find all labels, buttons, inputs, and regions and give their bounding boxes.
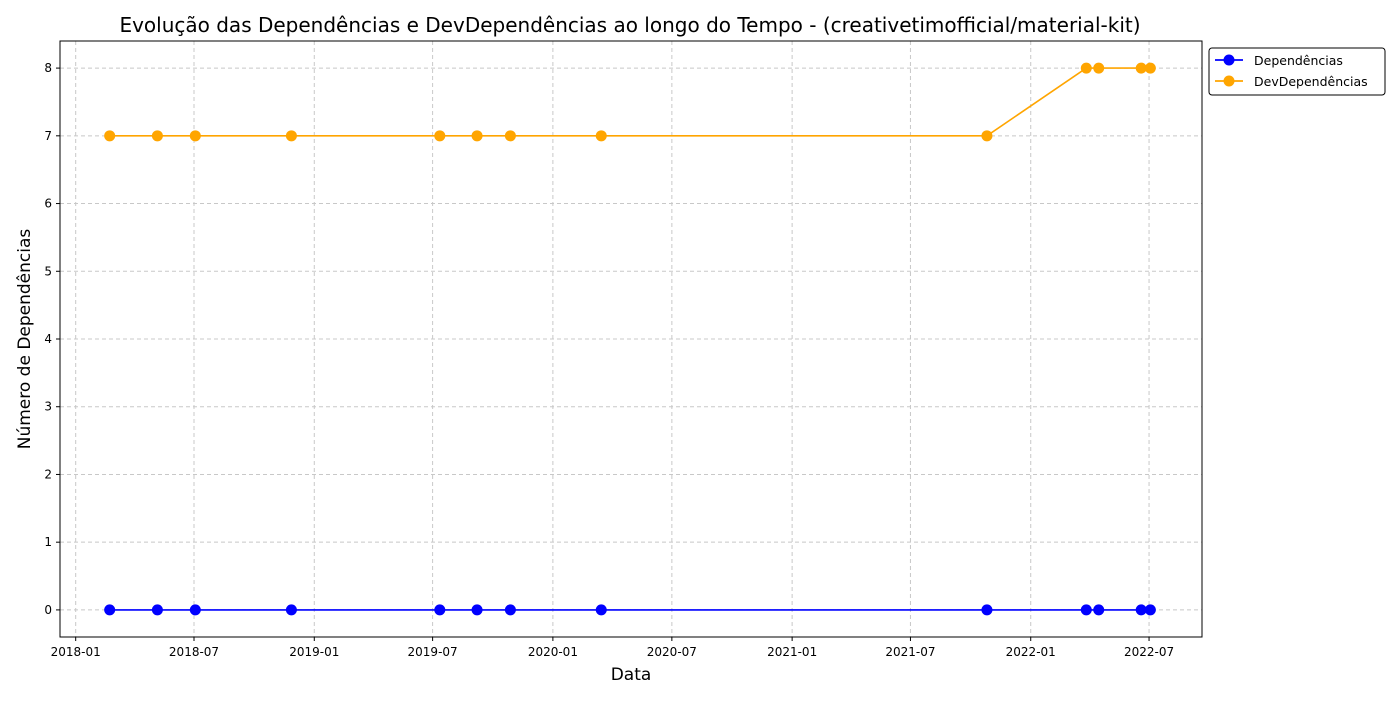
- x-tick-label: 2019-01: [289, 645, 339, 659]
- legend: Dependências DevDependências: [1208, 47, 1386, 96]
- y-axis-label: Número de Dependências: [15, 229, 35, 450]
- legend-marker-devdependencias: [1223, 75, 1235, 87]
- data-point-dependencias: [104, 604, 116, 616]
- x-tick-label: 2022-07: [1124, 645, 1174, 659]
- data-point-devdependencias: [1080, 62, 1092, 74]
- y-tick-label: 3: [44, 400, 52, 414]
- grid: [60, 41, 1202, 637]
- data-point-devdependencias: [434, 130, 446, 142]
- data-point-devdependencias: [1135, 62, 1147, 74]
- data-point-devdependencias: [1144, 62, 1156, 74]
- y-axis: 0 1 2 3 4 5 6 7 8: [44, 61, 60, 617]
- y-tick-label: 2: [44, 467, 52, 481]
- data-point-dependencias: [1135, 604, 1147, 616]
- x-axis-label: Data: [611, 665, 652, 685]
- y-tick-label: 5: [44, 264, 52, 278]
- series-layer: [104, 62, 1156, 616]
- data-point-dependencias: [285, 604, 297, 616]
- data-point-devdependencias: [981, 130, 993, 142]
- y-tick-label: 6: [44, 197, 52, 211]
- data-point-devdependencias: [104, 130, 116, 142]
- y-tick-label: 8: [44, 61, 52, 75]
- legend-frame: [1208, 47, 1386, 96]
- data-point-devdependencias: [151, 130, 163, 142]
- x-tick-label: 2022-01: [1006, 645, 1056, 659]
- data-point-devdependencias: [471, 130, 483, 142]
- legend-marker-dependencias: [1223, 54, 1235, 66]
- x-axis: 2018-01 2018-07 2019-01 2019-07 2020-01 2020-…: [51, 637, 1174, 659]
- series-line-devdependencias: [109, 67, 1151, 137]
- data-point-devdependencias: [1093, 62, 1105, 74]
- x-tick-label: 2021-07: [885, 645, 935, 659]
- legend-label-devdependencias: DevDependências: [1254, 74, 1368, 89]
- data-point-dependencias: [189, 604, 201, 616]
- data-point-dependencias: [434, 604, 446, 616]
- y-tick-label: 4: [44, 332, 52, 346]
- data-point-dependencias: [981, 604, 993, 616]
- data-point-dependencias: [1080, 604, 1092, 616]
- x-tick-label: 2021-01: [767, 645, 817, 659]
- data-point-dependencias: [151, 604, 163, 616]
- legend-label-dependencias: Dependências: [1254, 53, 1343, 68]
- data-point-dependencias: [471, 604, 483, 616]
- x-tick-label: 2020-07: [647, 645, 697, 659]
- x-tick-label: 2019-07: [408, 645, 458, 659]
- x-tick-label: 2018-07: [169, 645, 219, 659]
- data-point-dependencias: [1093, 604, 1105, 616]
- x-tick-label: 2018-01: [51, 645, 101, 659]
- chart-title: Evolução das Dependências e DevDependênc…: [119, 13, 1140, 37]
- data-point-dependencias: [504, 604, 516, 616]
- y-tick-label: 7: [44, 129, 52, 143]
- y-tick-label: 1: [44, 535, 52, 549]
- data-point-dependencias: [595, 604, 607, 616]
- data-point-devdependencias: [189, 130, 201, 142]
- data-point-dependencias: [1144, 604, 1156, 616]
- x-tick-label: 2020-01: [528, 645, 578, 659]
- data-point-devdependencias: [595, 130, 607, 142]
- y-tick-label: 0: [44, 603, 52, 617]
- data-point-devdependencias: [285, 130, 297, 142]
- data-point-devdependencias: [504, 130, 516, 142]
